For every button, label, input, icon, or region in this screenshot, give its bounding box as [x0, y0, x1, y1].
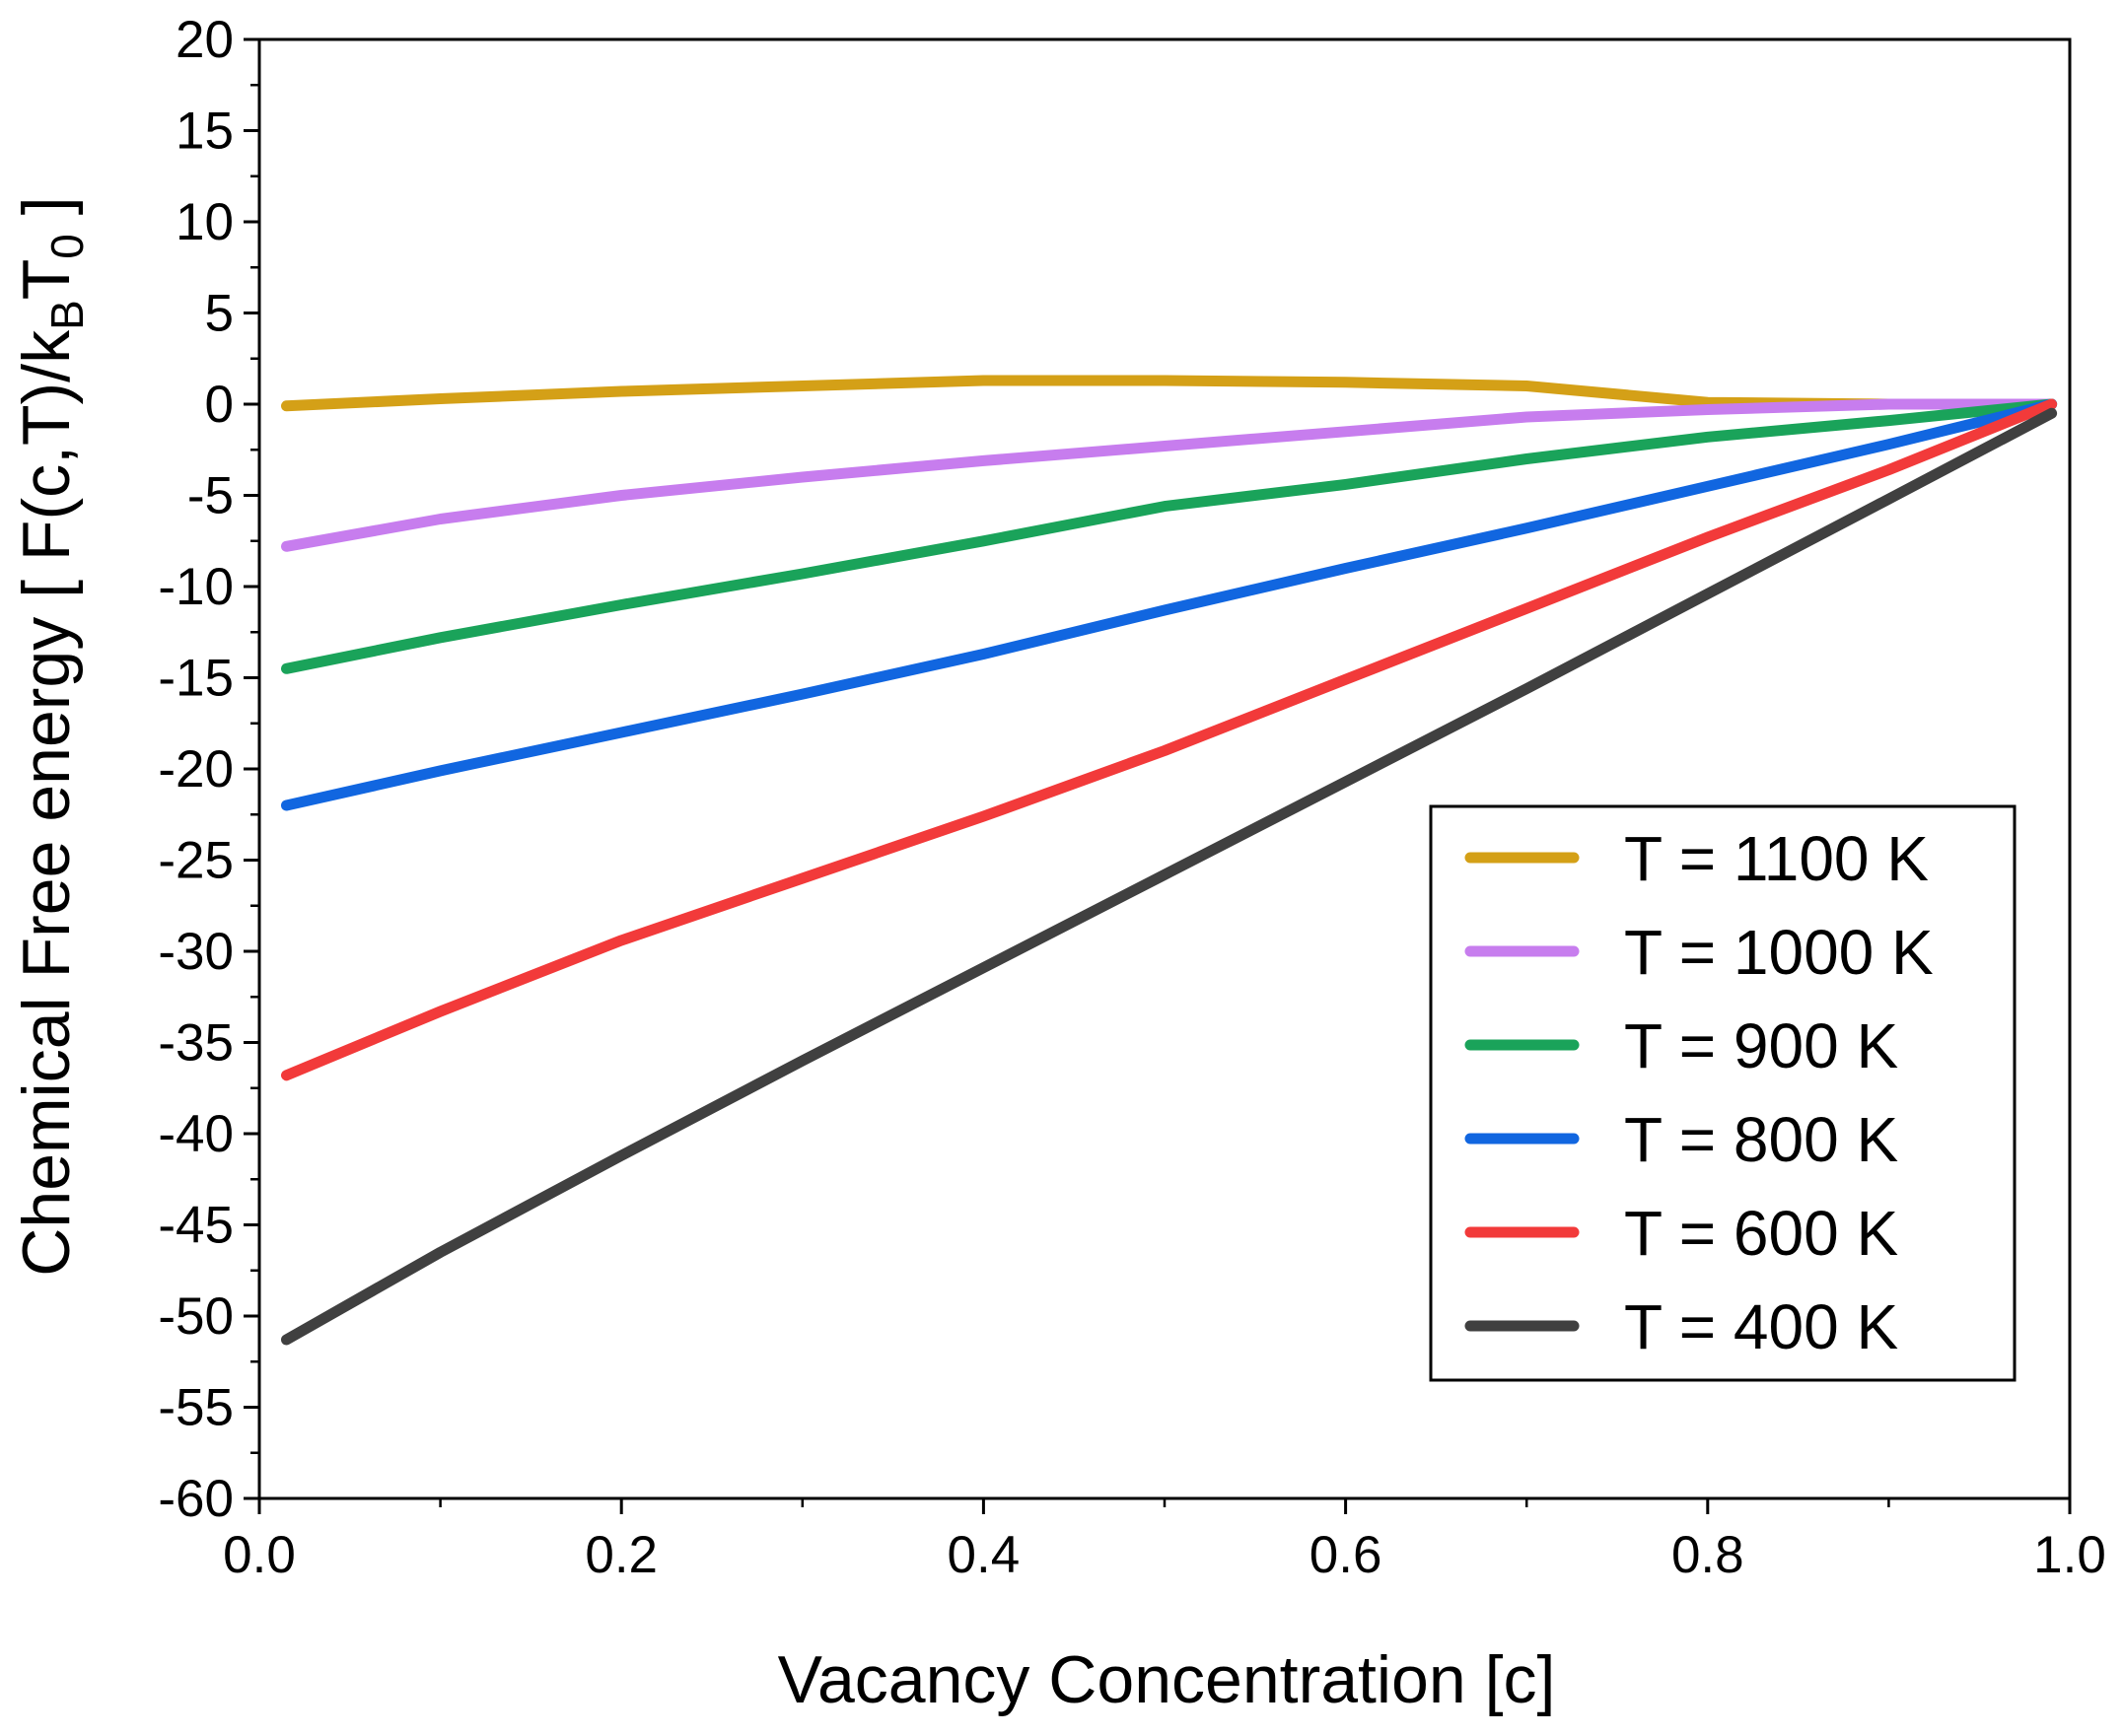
x-tick-label: 1.0: [2033, 1526, 2106, 1584]
y-tick-label: -45: [158, 1197, 234, 1255]
legend-label-0: T = 1100 K: [1624, 823, 1929, 894]
x-tick-label: 0.6: [1310, 1526, 1382, 1584]
y-tick-label: -35: [158, 1014, 234, 1073]
x-axis-title: Vacancy Concentration [c]: [778, 1642, 1556, 1717]
y-tick-label: -30: [158, 923, 234, 981]
y-tick-label: 5: [205, 285, 234, 343]
y-tick-label: -10: [158, 558, 234, 616]
y-axis-title-prefix: Chemical Free energy [ F(c,T)/k: [9, 329, 84, 1277]
x-tick-label: 0.0: [223, 1526, 296, 1584]
legend-label-2: T = 900 K: [1624, 1010, 1898, 1081]
series-line-4: [281, 398, 2058, 1081]
y-tick-label: 10: [176, 193, 234, 251]
x-tick-label: 0.8: [1671, 1526, 1744, 1584]
axes-layer: 20 15 10 5 0 -5 -10 -15 -20 -25 -30 -35 -40 -45 -50 -55…: [158, 11, 2105, 1584]
y-tick-label: 15: [176, 103, 234, 161]
y-axis-title: Chemical Free energy [ F(c,T)/kBT0 ]: [9, 196, 93, 1276]
y-axis-title-sub-0: 0: [41, 234, 93, 259]
y-tick-label: -40: [158, 1105, 234, 1163]
y-tick-label: -20: [158, 740, 234, 799]
legend-label-5: T = 400 K: [1624, 1291, 1898, 1362]
series-layer: [281, 375, 2058, 1346]
x-tick-label: 0.4: [948, 1526, 1021, 1584]
y-tick-label: 0: [205, 376, 234, 434]
legend: T = 1100 K T = 1000 K T = 900 K T = 800 K T …: [1429, 804, 2017, 1382]
y-axis-title-sub-b: B: [41, 300, 93, 330]
series-line-3: [281, 398, 2058, 811]
x-tick-label: 0.2: [585, 1526, 658, 1584]
y-tick-label: 20: [176, 11, 234, 69]
series-line-1: [281, 398, 2058, 552]
legend-label-3: T = 800 K: [1624, 1104, 1898, 1175]
y-axis-title-mid: T: [9, 259, 84, 301]
y-tick-label: -60: [158, 1470, 234, 1528]
y-tick-label: -5: [187, 467, 234, 525]
y-axis-title-suffix: ]: [9, 196, 84, 234]
series-line-5: [281, 407, 2058, 1346]
legend-label-1: T = 1000 K: [1624, 917, 1934, 988]
legend-box: [1429, 804, 2017, 1382]
y-tick-label: -15: [158, 650, 234, 708]
y-tick-label: -25: [158, 832, 234, 890]
legend-label-4: T = 600 K: [1624, 1198, 1898, 1269]
series-line-2: [281, 398, 2058, 674]
y-tick-label: -50: [158, 1287, 234, 1346]
y-tick-label: -55: [158, 1379, 234, 1437]
